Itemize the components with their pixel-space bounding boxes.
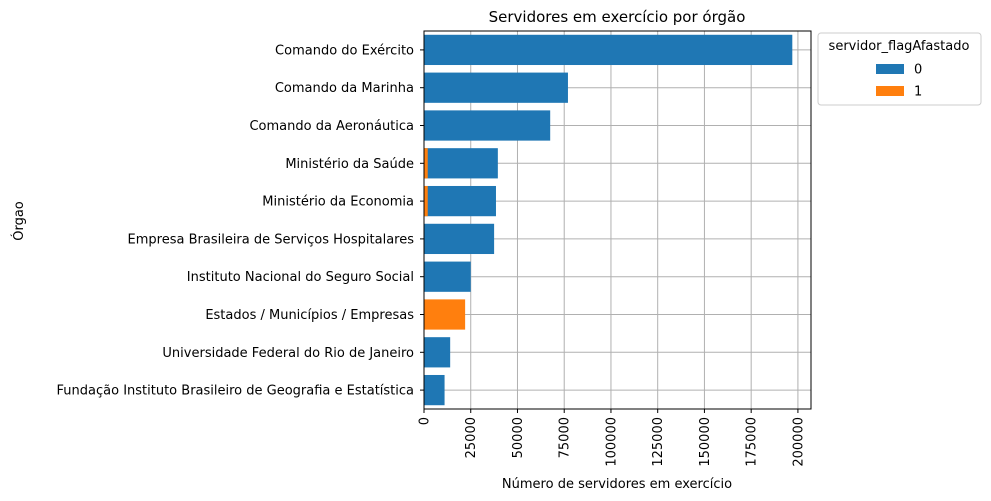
category-label: Ministério da Economia (262, 195, 414, 210)
bar-series-0 (424, 261, 471, 292)
legend-entry-label: 0 (914, 63, 922, 78)
bar-series-0 (424, 337, 451, 368)
x-tick-label: 50000 (511, 417, 526, 458)
x-tick-label: 150000 (698, 417, 713, 467)
bars (424, 34, 793, 406)
x-axis-label: Número de servidores em exercício (502, 477, 732, 492)
x-tick-label: 200000 (791, 417, 806, 467)
chart-title: Servidores em exercício por órgão (489, 8, 746, 26)
bar-series-0 (424, 110, 551, 141)
category-label: Comando da Marinha (275, 81, 414, 96)
x-tick-label: 25000 (464, 417, 479, 458)
bar-series-1 (424, 299, 466, 330)
bar-series-0 (424, 223, 495, 255)
bar-series-0 (424, 72, 568, 103)
legend: servidor_flagAfastado 0 1 (817, 32, 982, 106)
x-axis-ticks: 0 25000 50000 75000 100000 125000 150000 175000… (418, 409, 806, 467)
bar-series-0 (424, 374, 445, 406)
bar-series-0 (424, 34, 793, 66)
legend-title: servidor_flagAfastado (829, 39, 970, 54)
x-tick-label: 75000 (558, 417, 573, 458)
plot-frame (423, 30, 812, 410)
category-label: Universidade Federal do Rio de Janeiro (162, 346, 414, 361)
axes-frame (423, 30, 812, 410)
legend-swatch (876, 86, 904, 96)
x-tick-label: 175000 (745, 417, 760, 467)
bar-series-0 (424, 148, 498, 179)
category-label: Fundação Instituto Brasileiro de Geograf… (57, 384, 414, 399)
category-label: Estados / Municípios / Empresas (205, 308, 414, 323)
bar-series-0 (424, 185, 496, 217)
bar-series-1 (424, 148, 428, 179)
category-label: Empresa Brasileira de Serviços Hospitala… (128, 232, 415, 247)
y-axis-label: Órgao (11, 201, 27, 241)
category-label: Comando do Exército (275, 43, 414, 58)
category-labels: Comando do Exército Comando da Marinha Com… (57, 43, 424, 399)
category-label: Ministério da Saúde (285, 157, 414, 172)
x-tick-label: 125000 (651, 417, 666, 467)
x-tick-label: 100000 (604, 417, 619, 467)
category-label: Comando da Aeronáutica (249, 119, 414, 134)
legend-swatch (876, 64, 904, 74)
bar-series-1 (424, 185, 428, 217)
category-label: Instituto Nacional do Seguro Social (187, 270, 414, 285)
x-tick-label: 0 (418, 417, 433, 425)
legend-entry-label: 1 (914, 85, 922, 100)
